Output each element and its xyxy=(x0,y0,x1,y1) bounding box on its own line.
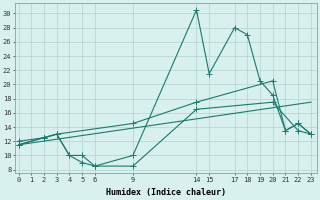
X-axis label: Humidex (Indice chaleur): Humidex (Indice chaleur) xyxy=(106,188,226,197)
